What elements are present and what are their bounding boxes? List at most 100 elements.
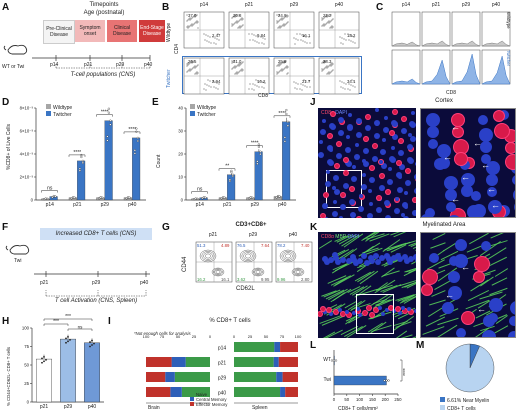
timeline-header: Timepoints	[89, 2, 119, 8]
dapi-nucleus	[389, 305, 394, 310]
dapi-nucleus	[385, 256, 392, 263]
c-xlabel: CD8	[446, 90, 457, 96]
g-col-p40: p40	[288, 232, 298, 238]
dapi-nucleus	[482, 329, 497, 337]
dapi-nucleus	[327, 308, 332, 313]
b-event	[332, 18, 334, 20]
g-contour	[201, 251, 215, 261]
white-arrow-icon: ←	[473, 138, 482, 148]
e-sig-bracket	[218, 168, 236, 171]
dapi-nucleus	[446, 202, 457, 213]
b-event	[208, 41, 210, 43]
dapi-nucleus	[346, 123, 353, 130]
c-col-p21: p21	[431, 2, 441, 8]
b-event	[281, 70, 283, 72]
b-event	[207, 35, 209, 37]
b-event	[322, 18, 324, 20]
b-row-wildtype-label: Wildtype	[166, 22, 172, 42]
timeline-tick-p21: p21	[84, 62, 93, 68]
dapi-nucleus	[327, 158, 334, 165]
h-sig-bracket	[43, 323, 69, 326]
dapi-nucleus	[320, 129, 327, 136]
dapi-nucleus	[449, 255, 460, 266]
b-event	[283, 17, 285, 19]
i-legend-effector: Effector Memory	[190, 402, 227, 407]
b-event	[237, 21, 239, 23]
dapi-nucleus	[326, 170, 331, 174]
m-legend-near-swatch	[440, 397, 445, 402]
b-event	[196, 14, 198, 16]
g-col-p21: p21	[208, 232, 218, 238]
b-event	[323, 62, 325, 64]
dapi-nucleus	[428, 253, 439, 264]
b-event	[236, 73, 238, 75]
b-event	[324, 16, 326, 18]
b-event	[295, 82, 297, 84]
panel-label-b: B	[162, 2, 170, 13]
dapi-nucleus	[351, 311, 356, 316]
dapi-nucleus	[504, 129, 515, 142]
dapi-nucleus	[407, 157, 414, 164]
e-ytick-label: 20	[178, 152, 183, 157]
h-sig-bracket	[67, 328, 93, 331]
g-contour	[199, 249, 217, 263]
b-event	[190, 61, 192, 63]
b-event	[188, 18, 190, 20]
l-point	[385, 379, 388, 382]
dapi-nucleus	[505, 142, 515, 153]
b-event	[186, 71, 188, 73]
b-event	[277, 21, 279, 23]
dapi-nucleus	[377, 195, 381, 200]
b-event	[276, 71, 278, 73]
mbp-fiber	[431, 289, 446, 297]
d-xtick-label: p14	[46, 202, 55, 208]
b-event	[352, 41, 354, 43]
i-legend-central: Central Memory	[190, 397, 227, 402]
b-event	[330, 63, 332, 65]
e-legend-wt-label: Wildtype	[197, 105, 217, 111]
dapi-nucleus	[384, 116, 389, 121]
dapi-nucleus	[467, 205, 482, 217]
g-contour	[283, 252, 293, 260]
dapi-nucleus	[320, 306, 325, 311]
b-quadrant-cd4: 22.2	[323, 13, 332, 18]
m-pie-slice	[445, 343, 495, 393]
b-event	[322, 69, 324, 71]
c-hist-curve	[451, 53, 481, 85]
g-quadrant-value: 51.3	[197, 243, 206, 248]
f-tick-p21: p21	[40, 280, 49, 286]
dapi-nucleus	[461, 185, 474, 198]
b-event	[191, 60, 193, 62]
mbp-fiber	[435, 324, 458, 337]
b-event	[242, 69, 244, 71]
b-event	[231, 23, 233, 25]
b-event	[188, 63, 190, 65]
b-event	[234, 67, 236, 69]
dapi-nucleus	[513, 188, 515, 203]
panel-label-m: M	[416, 340, 425, 351]
b-event	[278, 63, 280, 65]
d-point	[107, 111, 110, 114]
stage-symptom-onset: Symptom onset	[75, 20, 105, 42]
b-event	[231, 60, 233, 62]
dapi-nucleus	[370, 166, 375, 171]
d-point	[109, 119, 112, 122]
white-arrow-icon: ←	[461, 172, 470, 182]
b-event	[276, 65, 278, 67]
b-event	[339, 80, 341, 82]
b-event	[241, 68, 243, 70]
b-event	[303, 35, 305, 37]
h-point	[67, 335, 69, 338]
c-hist-plot	[391, 11, 421, 47]
b-event	[231, 17, 233, 19]
dapi-nucleus	[455, 239, 468, 252]
e-ytick-label: 30	[178, 129, 183, 134]
b-event	[286, 73, 288, 75]
b-quadrant-cd8: 16.2	[257, 79, 266, 84]
dapi-nucleus	[331, 210, 338, 217]
dapi-nucleus	[422, 269, 437, 284]
i-xtick-label: 25	[192, 334, 197, 339]
l-xlabel: CD8+ T cells/mm²	[338, 406, 378, 412]
e-sig-bracket	[246, 145, 263, 148]
l-point	[330, 359, 334, 362]
